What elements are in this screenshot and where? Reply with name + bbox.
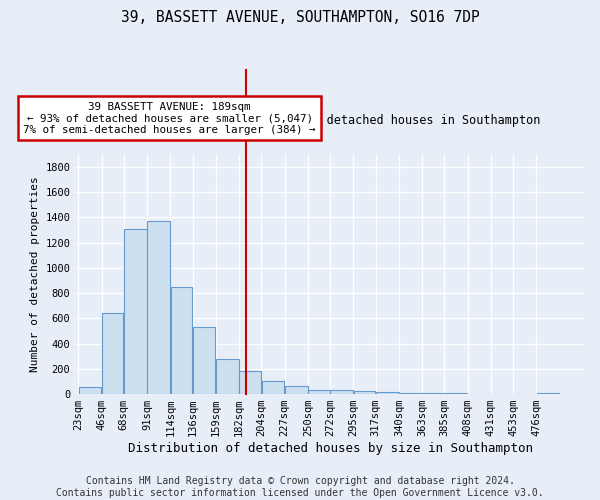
- Text: Contains HM Land Registry data © Crown copyright and database right 2024.
Contai: Contains HM Land Registry data © Crown c…: [56, 476, 544, 498]
- Bar: [124, 229, 146, 394]
- Bar: [216, 360, 239, 394]
- Bar: [170, 288, 192, 394]
- X-axis label: Distribution of detached houses by size in Southampton: Distribution of detached houses by size …: [128, 442, 533, 455]
- Text: 39, BASSETT AVENUE, SOUTHAMPTON, SO16 7DP: 39, BASSETT AVENUE, SOUTHAMPTON, SO16 7D…: [121, 10, 479, 25]
- Bar: [262, 382, 284, 394]
- Bar: [193, 327, 215, 394]
- Bar: [148, 220, 170, 394]
- Bar: [285, 386, 308, 394]
- Bar: [79, 387, 101, 394]
- Title: Size of property relative to detached houses in Southampton: Size of property relative to detached ho…: [120, 114, 540, 127]
- Bar: [537, 393, 559, 394]
- Bar: [354, 391, 375, 394]
- Bar: [308, 390, 330, 394]
- Y-axis label: Number of detached properties: Number of detached properties: [30, 176, 40, 372]
- Bar: [422, 393, 444, 394]
- Bar: [239, 370, 261, 394]
- Bar: [376, 392, 398, 394]
- Bar: [102, 312, 124, 394]
- Bar: [331, 390, 353, 394]
- Text: 39 BASSETT AVENUE: 189sqm
← 93% of detached houses are smaller (5,047)
7% of sem: 39 BASSETT AVENUE: 189sqm ← 93% of detac…: [23, 102, 316, 135]
